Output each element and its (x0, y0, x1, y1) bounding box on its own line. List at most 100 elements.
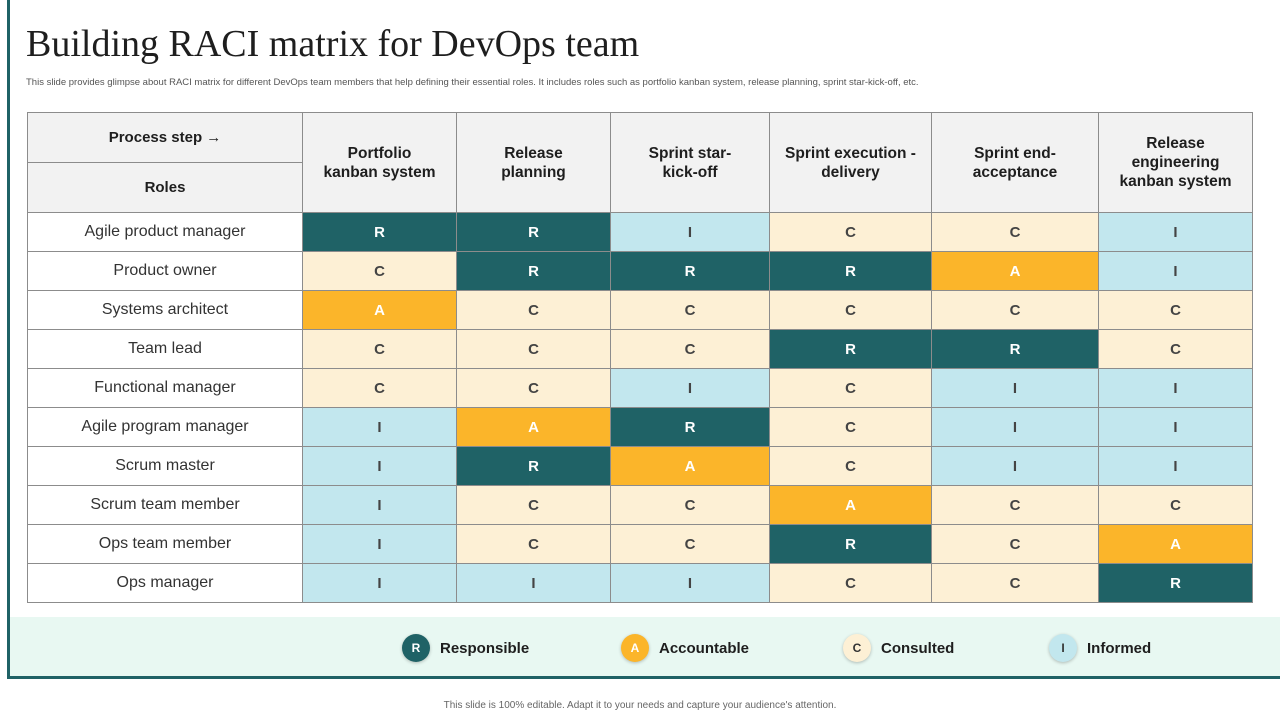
raci-cell: C (769, 368, 932, 408)
raci-cell: A (456, 407, 611, 447)
step-header-sprint-execution: Sprint execution - delivery (769, 112, 932, 213)
raci-cell: C (610, 524, 770, 564)
raci-cell: C (302, 329, 457, 369)
raci-cell: I (302, 563, 457, 603)
step-header-sprint-acceptance: Sprint end-acceptance (931, 112, 1099, 213)
legend-informed-badge: I (1049, 634, 1077, 662)
role-name: Scrum team member (27, 485, 303, 525)
raci-cell: C (769, 212, 932, 252)
roles-header: Roles (27, 162, 303, 213)
table-row: Scrum team member I C C A C C (27, 485, 1253, 525)
role-name: Ops team member (27, 524, 303, 564)
raci-cell: I (456, 563, 611, 603)
raci-cell: A (1098, 524, 1253, 564)
frame-left-border (7, 0, 10, 679)
legend-item-informed: I Informed (1049, 632, 1151, 664)
raci-cell: A (931, 251, 1099, 291)
role-name: Systems architect (27, 290, 303, 330)
raci-cell: A (769, 485, 932, 525)
table-row: Agile program manager I A R C I I (27, 407, 1253, 447)
table-row: Product owner C R R R A I (27, 251, 1253, 291)
raci-cell: C (610, 290, 770, 330)
slide-subtitle: This slide provides glimpse about RACI m… (26, 77, 919, 88)
raci-cell: A (302, 290, 457, 330)
raci-cell: I (1098, 212, 1253, 252)
raci-cell: C (931, 563, 1099, 603)
raci-table-body: Agile product manager R R I C C I Product owner… (27, 212, 1253, 603)
frame-bottom-border (7, 676, 1280, 679)
raci-cell: R (456, 212, 611, 252)
raci-cell: C (456, 485, 611, 525)
table-row: Scrum master I R A C I I (27, 446, 1253, 486)
legend-item-consulted: C Consulted (843, 632, 954, 664)
raci-cell: I (302, 485, 457, 525)
role-name: Agile product manager (27, 212, 303, 252)
process-step-header: Process step → (27, 112, 303, 163)
raci-cell: I (610, 368, 770, 408)
table-row: Team lead C C C R R C (27, 329, 1253, 369)
slide-footer-note: This slide is 100% editable. Adapt it to… (443, 700, 837, 711)
role-name: Agile program manager (27, 407, 303, 447)
legend-consulted-badge: C (843, 634, 871, 662)
step-header-portfolio-kanban: Portfolio kanban system (302, 112, 457, 213)
raci-cell: C (931, 524, 1099, 564)
raci-cell: I (931, 368, 1099, 408)
raci-cell: C (610, 485, 770, 525)
raci-cell: C (456, 290, 611, 330)
raci-cell: I (931, 407, 1099, 447)
raci-cell: C (931, 212, 1099, 252)
raci-cell: C (302, 368, 457, 408)
raci-matrix-table: Process step → Portfolio kanban system Re… (27, 112, 1253, 603)
raci-cell: I (1098, 251, 1253, 291)
raci-cell: I (302, 446, 457, 486)
raci-cell: R (610, 407, 770, 447)
role-name: Team lead (27, 329, 303, 369)
table-row: Ops team member I C C R C A (27, 524, 1253, 564)
legend-responsible-badge: R (402, 634, 430, 662)
raci-cell: C (931, 485, 1099, 525)
raci-cell: I (1098, 368, 1253, 408)
raci-cell: R (456, 251, 611, 291)
step-header-release-engineering: Release engineering kanban system (1098, 112, 1253, 213)
raci-cell: R (302, 212, 457, 252)
raci-cell: A (610, 446, 770, 486)
role-name: Scrum master (27, 446, 303, 486)
legend-consulted-label: Consulted (881, 639, 955, 657)
raci-cell: C (1098, 290, 1253, 330)
table-row: Agile product manager R R I C C I (27, 212, 1253, 252)
raci-cell: C (456, 329, 611, 369)
raci-cell: C (931, 290, 1099, 330)
header-row-roles: Roles (27, 162, 1253, 213)
raci-cell: C (456, 368, 611, 408)
raci-cell: R (931, 329, 1099, 369)
role-name: Functional manager (27, 368, 303, 408)
raci-cell: I (302, 407, 457, 447)
raci-cell: R (769, 329, 932, 369)
legend-responsible-label: Responsible (440, 639, 530, 657)
raci-cell: I (1098, 407, 1253, 447)
legend-accountable-badge: A (621, 634, 649, 662)
table-row: Systems architect A C C C C C (27, 290, 1253, 330)
legend-accountable-label: Accountable (659, 639, 750, 657)
legend-informed-label: Informed (1087, 639, 1152, 657)
raci-cell: C (456, 524, 611, 564)
raci-cell: C (302, 251, 457, 291)
slide-title: Building RACI matrix for DevOps team (26, 23, 640, 65)
raci-cell: C (610, 329, 770, 369)
raci-cell: R (1098, 563, 1253, 603)
header-row: Process step → Portfolio kanban system Re… (27, 112, 1253, 213)
raci-cell: I (610, 563, 770, 603)
role-name: Product owner (27, 251, 303, 291)
raci-cell: I (302, 524, 457, 564)
legend-item-accountable: A Accountable (621, 632, 749, 664)
table-row: Functional manager C C I C I I (27, 368, 1253, 408)
raci-cell: I (610, 212, 770, 252)
step-header-sprint-kickoff: Sprint star-kick-off (610, 112, 770, 213)
legend-item-responsible: R Responsible (402, 632, 529, 664)
raci-cell: C (769, 290, 932, 330)
raci-cell: R (610, 251, 770, 291)
raci-cell: C (769, 563, 932, 603)
raci-cell: R (769, 251, 932, 291)
raci-cell: I (1098, 446, 1253, 486)
raci-cell: C (769, 407, 932, 447)
